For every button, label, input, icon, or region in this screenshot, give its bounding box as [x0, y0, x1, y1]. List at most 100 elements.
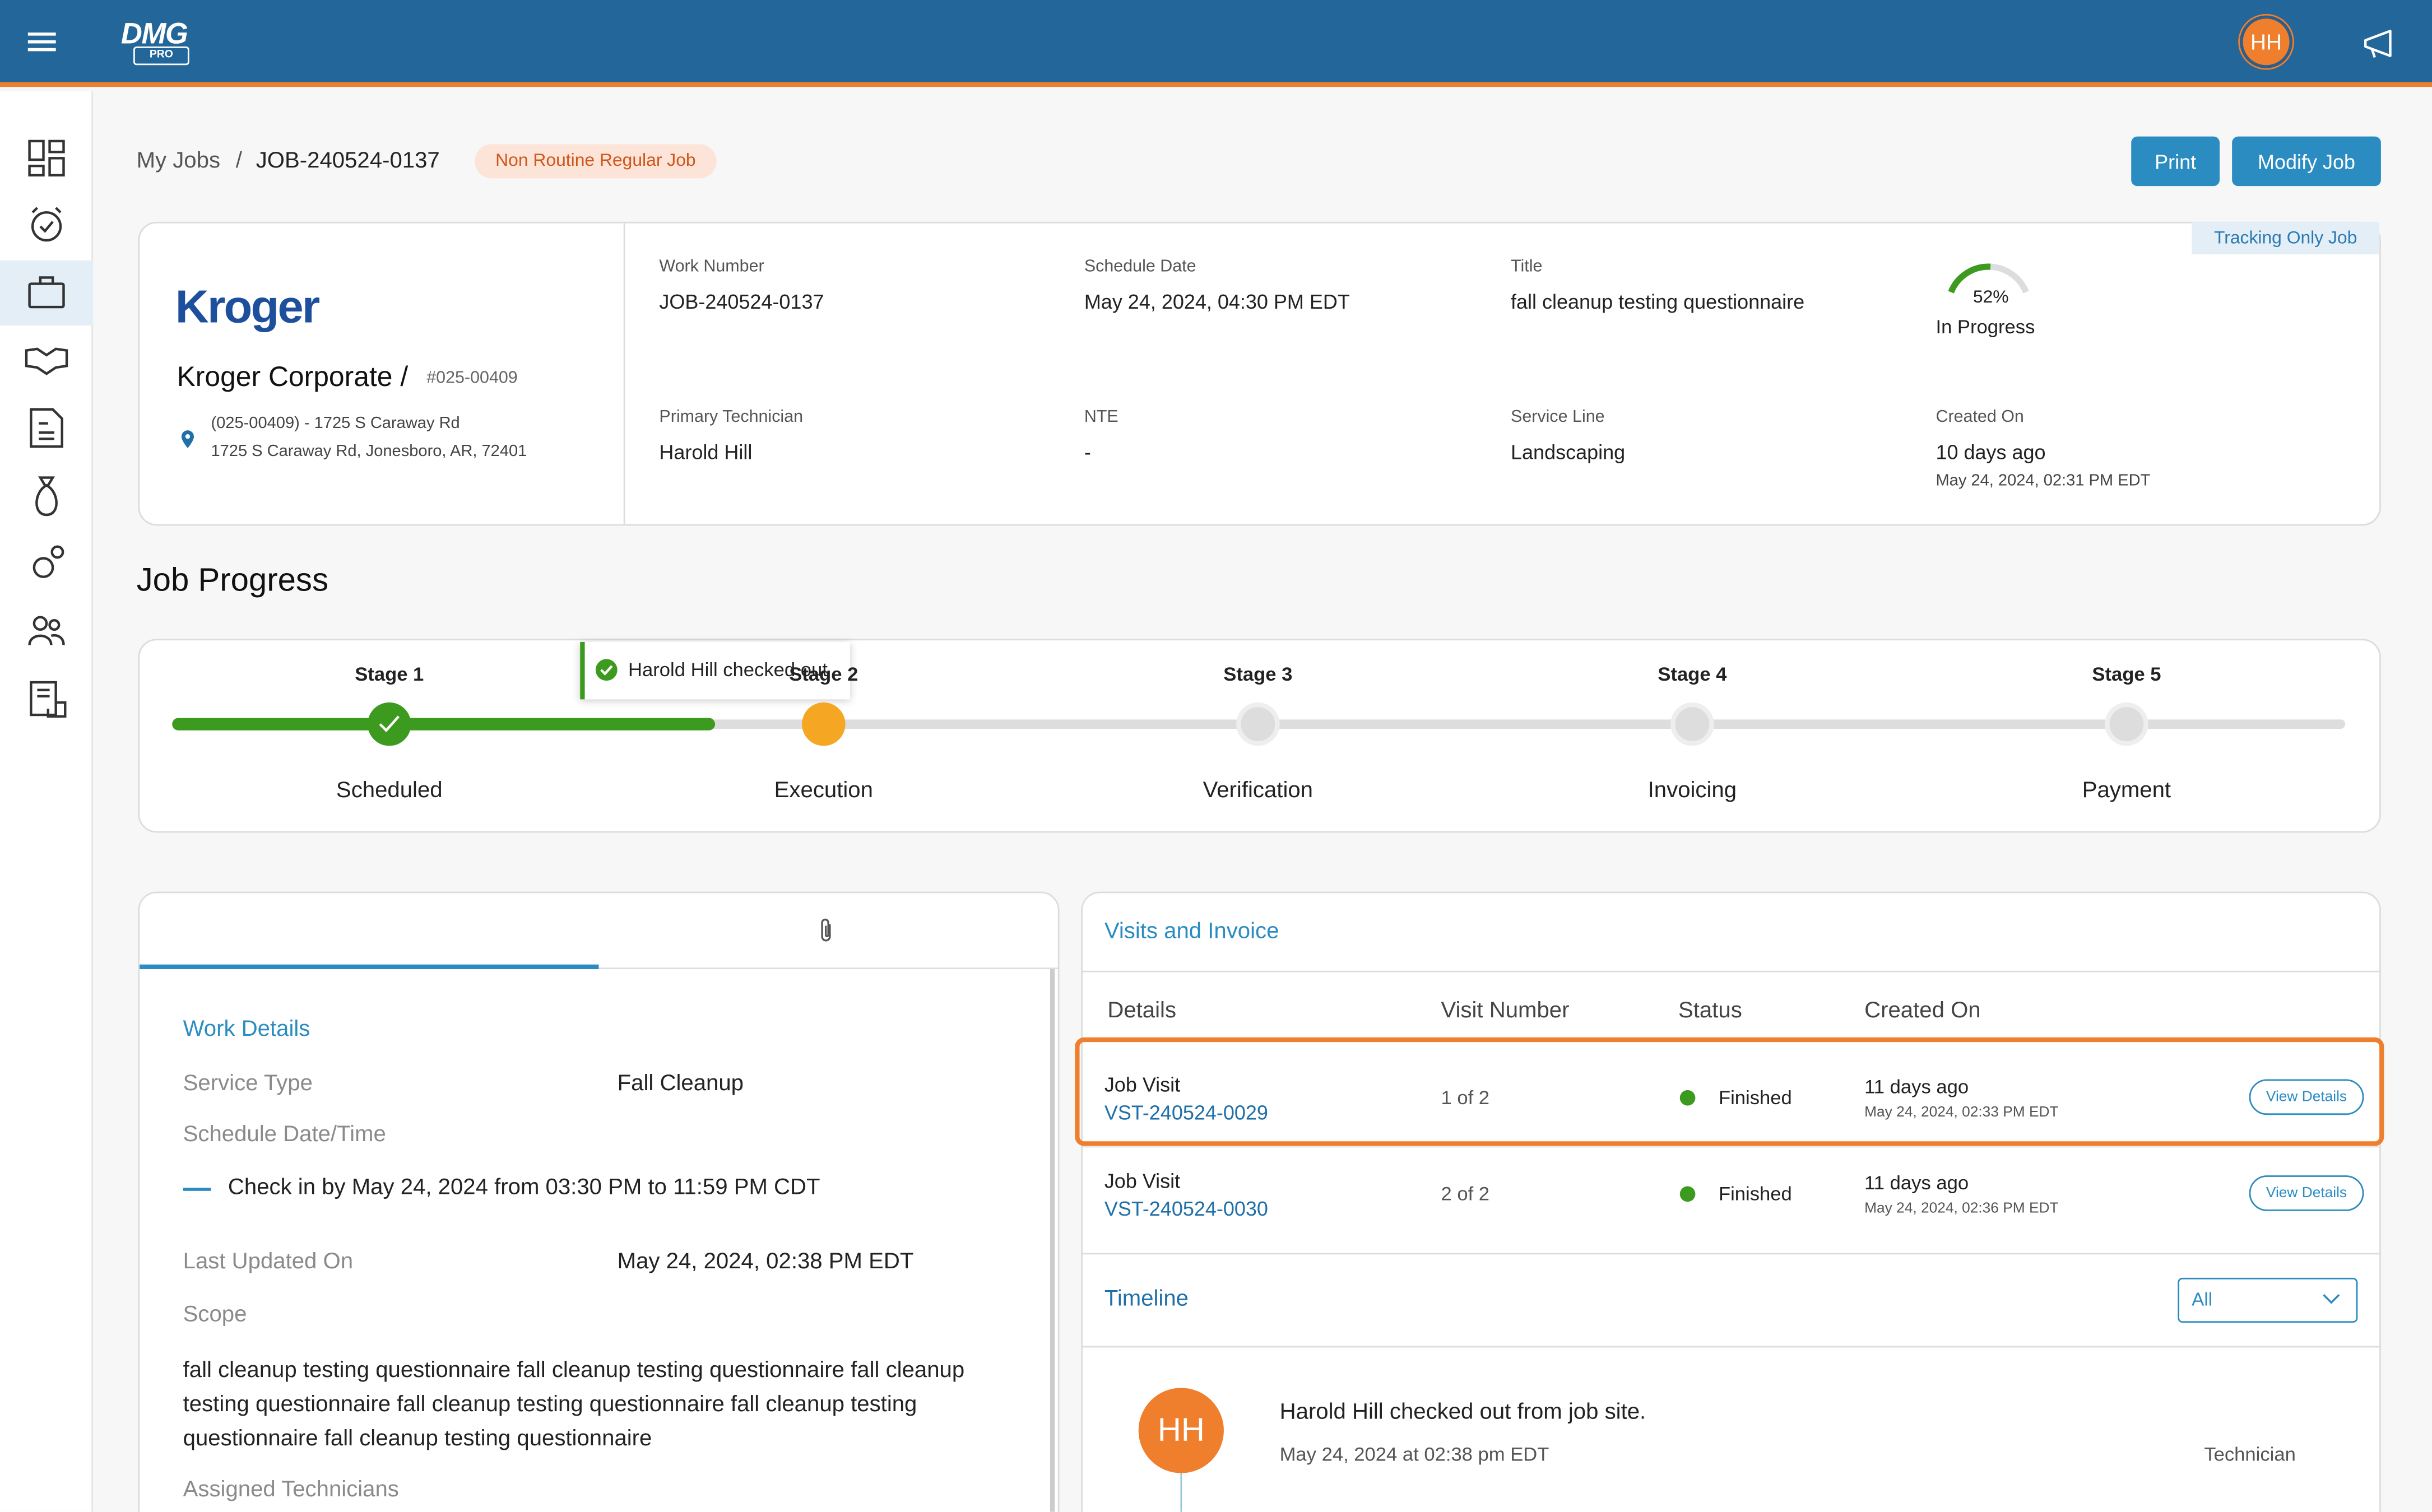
visits-panel	[1081, 891, 2381, 1512]
stage-name: Verification	[1203, 778, 1314, 803]
breadcrumb-parent[interactable]: My Jobs	[136, 148, 221, 174]
section-title: Job Progress	[136, 562, 329, 599]
location-pin	[181, 430, 194, 448]
address-line: 1725 S Caraway Rd, Jonesboro, AR, 72401	[211, 441, 527, 461]
stage-number: Stage 5	[2092, 663, 2161, 686]
modify-job-button[interactable]: Modify Job	[2232, 136, 2381, 187]
nav-payments[interactable]	[31, 476, 62, 517]
nav-users[interactable]	[28, 614, 65, 648]
scrollbar[interactable]	[1050, 969, 1055, 1512]
stage-circle	[1236, 702, 1280, 746]
section-title: Visits and Invoice	[1104, 919, 1279, 945]
progress-fill	[172, 718, 716, 731]
nav-schedule[interactable]	[28, 206, 65, 243]
progress-status: In Progress	[1936, 316, 2035, 338]
nav-reports[interactable]	[30, 678, 67, 718]
field-label: Created On	[1936, 407, 2024, 427]
section-title: Work Details	[183, 1017, 310, 1043]
stage-name: Payment	[2082, 778, 2171, 803]
attachments-tab[interactable]	[819, 918, 835, 943]
visit-details: Job Visit	[1104, 1169, 1181, 1193]
tracking-tag: Tracking Only Job	[2192, 221, 2380, 254]
detail-value: May 24, 2024, 02:38 PM EDT	[617, 1250, 914, 1275]
field-label: Service Line	[1511, 407, 1605, 427]
nav-jobs[interactable]	[28, 275, 65, 309]
divider	[1083, 970, 2380, 973]
stage-number: Stage 1	[355, 663, 424, 686]
stage-circle	[802, 702, 846, 746]
visit-link[interactable]: VST-240524-0029	[1104, 1101, 1268, 1124]
status-dot	[1679, 1186, 1696, 1202]
stage-circle	[368, 702, 411, 746]
column-header: Visit Number	[1441, 998, 1570, 1023]
nav-dashboard[interactable]	[28, 139, 65, 176]
detail-label: Service Type	[183, 1071, 313, 1096]
field-label: Title	[1511, 257, 1543, 276]
row-divider	[1083, 1146, 2380, 1148]
column-header: Status	[1678, 998, 1742, 1023]
logo[interactable]: DMG	[120, 18, 188, 52]
active-tab[interactable]	[140, 964, 599, 969]
visit-created: 11 days ago	[1864, 1172, 1969, 1194]
column-header: Details	[1107, 998, 1177, 1023]
field-label: Primary Technician	[659, 407, 804, 427]
job-type-badge: Non Routine Regular Job	[475, 144, 717, 179]
tooltip	[580, 641, 850, 700]
print-button[interactable]: Print	[2131, 136, 2220, 187]
visit-status: Finished	[1718, 1183, 1792, 1205]
nav-partners[interactable]	[25, 344, 68, 375]
stage-number: Stage 2	[789, 663, 858, 686]
visit-created-detail: May 24, 2024, 02:33 PM EDT	[1864, 1104, 2059, 1122]
visit-link[interactable]: VST-240524-0030	[1104, 1197, 1268, 1221]
stage-name: Invoicing	[1647, 778, 1737, 803]
field-label: Work Number	[659, 257, 764, 276]
field-value: JOB-240524-0137	[659, 290, 824, 314]
visit-created: 11 days ago	[1864, 1076, 1969, 1098]
stage-name: Execution	[774, 778, 873, 803]
detail-value: Check in by May 24, 2024 from 03:30 PM t…	[228, 1175, 820, 1201]
view-details-button[interactable]: View Details	[2249, 1079, 2364, 1115]
visit-created-detail: May 24, 2024, 02:36 PM EDT	[1864, 1200, 2059, 1217]
detail-label: Scope	[183, 1302, 247, 1328]
visit-number: 2 of 2	[1441, 1183, 1490, 1205]
tooltip-text: Harold Hill checked out	[628, 659, 828, 681]
progress-label: 52%	[1972, 288, 2009, 308]
client-code: #025-00409	[426, 369, 518, 388]
field-detail: May 24, 2024, 02:31 PM EDT	[1936, 471, 2151, 490]
menu-button[interactable]	[27, 31, 56, 53]
progress-gauge	[1948, 263, 2029, 294]
divider	[623, 223, 625, 524]
logo-sub: PRO	[133, 46, 189, 66]
timeline-avatar: HH	[1138, 1388, 1224, 1473]
gauge-fill	[1948, 263, 1991, 294]
field-label: Schedule Date	[1084, 257, 1196, 276]
timeline-filter[interactable]	[2178, 1277, 2358, 1323]
stage-number: Stage 3	[1223, 663, 1293, 686]
stage-number: Stage 4	[1658, 663, 1727, 686]
client-logo: Kroger	[175, 282, 320, 334]
check-icon	[379, 715, 400, 732]
scope-text: fall cleanup testing questionnaire fall …	[183, 1358, 965, 1451]
details-panel	[138, 891, 1060, 1512]
nav-invoices[interactable]	[30, 408, 64, 448]
stage-name: Scheduled	[336, 778, 443, 803]
field-label: NTE	[1084, 407, 1118, 427]
nav-settings[interactable]	[28, 543, 68, 583]
field-value: Landscaping	[1511, 440, 1626, 464]
client-name: Kroger Corporate /	[177, 361, 409, 393]
detail-label: Assigned Technicians	[183, 1477, 399, 1503]
breadcrumb-separator: /	[235, 148, 242, 174]
user-avatar[interactable]: HH	[2239, 15, 2293, 68]
view-details-button[interactable]: View Details	[2249, 1175, 2364, 1211]
announcements-icon[interactable]	[2363, 28, 2397, 59]
divider	[1083, 1253, 2380, 1255]
timeline-role: Technician	[2204, 1444, 2296, 1466]
dash	[183, 1188, 211, 1191]
field-value: May 24, 2024, 04:30 PM EDT	[1084, 290, 1350, 314]
top-bar	[0, 0, 2432, 87]
timeline-line	[1180, 1473, 1182, 1512]
stage-circle	[1670, 702, 1714, 746]
dropdown-arrow	[2323, 1294, 2340, 1304]
